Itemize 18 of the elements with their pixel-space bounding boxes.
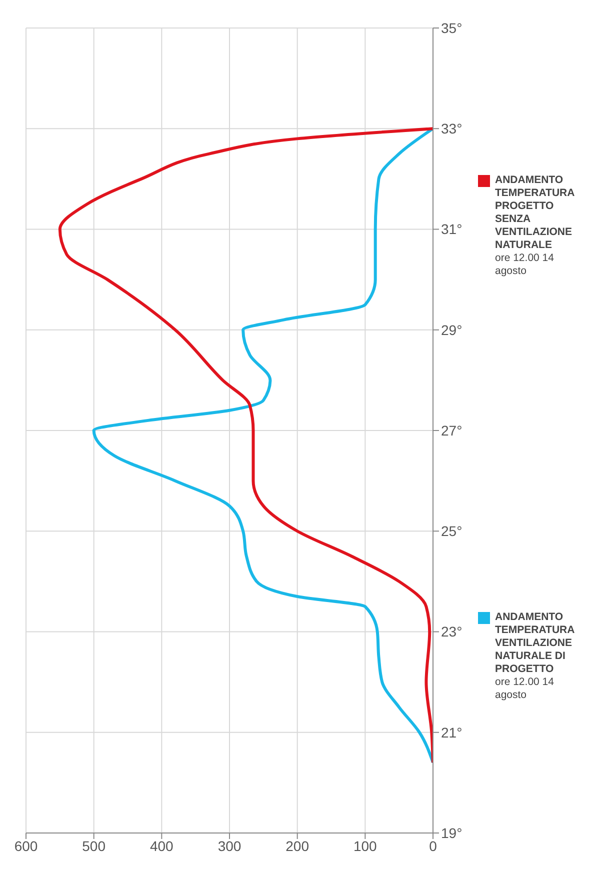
x-tick-label: 200 (286, 838, 310, 854)
x-tick-label: 600 (14, 838, 38, 854)
x-tick-label: 0 (429, 838, 438, 854)
y-tick-label: 19° (441, 824, 462, 841)
y-tick-label: 29° (441, 322, 462, 338)
y-tick-label: 27° (441, 422, 462, 438)
y-tick-label: 25° (441, 523, 462, 540)
x-tick-label: 300 (218, 838, 242, 854)
y-tick-label: 33° (441, 120, 462, 137)
legend-label: ANDAMENTO TEMPERATURA VENTILAZIONE NATURALE DI PROGETTO ore 12.00 14 agosto (495, 610, 576, 702)
x-tick-label: 500 (82, 838, 106, 854)
y-tick-label: 31° (441, 221, 462, 238)
legend-label: ANDAMENTO TEMPERATURA PROGETTO SENZA VENTILAZIONE NATURALE ore 12.00 14 agosto (495, 174, 576, 278)
y-tick-label: 23° (441, 624, 462, 640)
y-tick-label: 35° (441, 20, 462, 36)
x-tick-label: 400 (150, 838, 174, 854)
x-tick-label: 100 (353, 838, 378, 854)
y-tick-label: 21° (441, 724, 462, 740)
